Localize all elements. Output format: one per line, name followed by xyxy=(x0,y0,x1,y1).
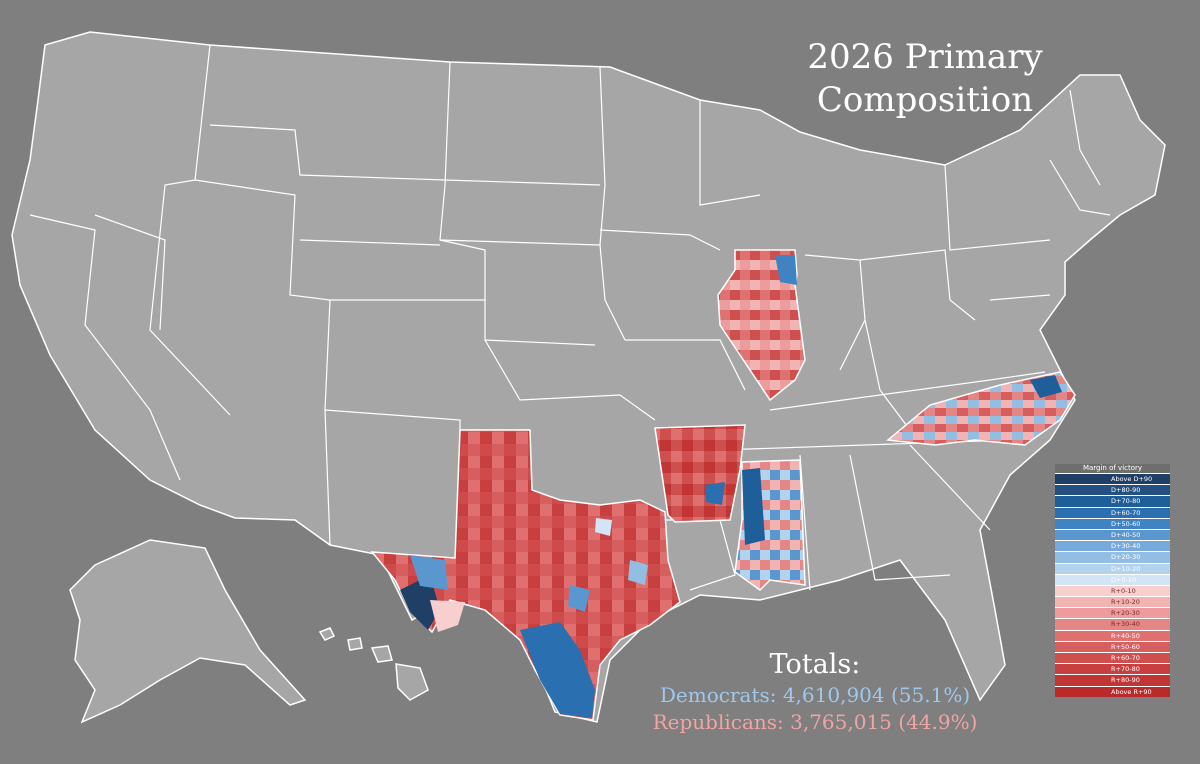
illinois-dem-chicago xyxy=(775,255,797,285)
legend-item-label: Above R+90 xyxy=(1111,687,1152,696)
legend-item: Above D+90 xyxy=(1055,473,1170,485)
legend-title: Margin of victory xyxy=(1055,464,1170,473)
mississippi-dem-delta xyxy=(742,468,765,545)
arkansas-dem-east xyxy=(705,482,725,505)
texas-dem-south xyxy=(520,622,595,718)
legend-item-label: D+0-10 xyxy=(1111,575,1137,584)
legend-item: R+40-50 xyxy=(1055,629,1170,641)
texas-dem-border xyxy=(400,575,440,630)
legend-item: D+50-60 xyxy=(1055,517,1170,529)
legend-item-label: R+80-90 xyxy=(1111,676,1140,685)
legend-item-label: D+70-80 xyxy=(1111,497,1141,506)
illinois-counties xyxy=(717,249,806,402)
legend-item-label: R+70-80 xyxy=(1111,665,1140,674)
legend-item-label: D+10-20 xyxy=(1111,564,1141,573)
north-carolina-counties xyxy=(886,371,1076,446)
totals-panel: Totals: Democrats: 4,610,904 (55.1%) Rep… xyxy=(600,648,1030,736)
legend-item: R+50-60 xyxy=(1055,640,1170,652)
legend-item: D+70-80 xyxy=(1055,495,1170,507)
legend-item-label: D+80-90 xyxy=(1111,486,1141,495)
legend-item: D+40-50 xyxy=(1055,528,1170,541)
legend-item: D+80-90 xyxy=(1055,484,1170,496)
legend-item: R+70-80 xyxy=(1055,663,1170,675)
legend-item-label: D+40-50 xyxy=(1111,530,1141,539)
legend-item-label: R+0-10 xyxy=(1111,586,1136,595)
alaska-shape xyxy=(69,539,307,724)
state-borders xyxy=(29,44,1111,591)
legend-item: R+0-10 xyxy=(1055,584,1170,597)
hawaii-shape xyxy=(318,627,429,701)
texas-dem-austin xyxy=(568,585,590,612)
legend-item-label: D+30-40 xyxy=(1111,542,1141,551)
arkansas-counties xyxy=(654,424,746,523)
democrats-total: Democrats: 4,610,904 (55.1%) xyxy=(659,683,971,707)
legend-item: D+60-70 xyxy=(1055,506,1170,518)
republicans-total: Republicans: 3,765,015 (44.9%) xyxy=(652,710,978,734)
legend-item: R+20-30 xyxy=(1055,607,1170,619)
map-title-line2: Composition xyxy=(816,80,1034,120)
totals-heading: Totals: xyxy=(769,649,861,680)
legend-item-label: R+50-60 xyxy=(1111,642,1140,651)
margin-legend: Margin of victory Above D+90 D+80-90 D+70-… xyxy=(1055,464,1170,697)
legend-item-label: R+40-50 xyxy=(1111,631,1140,640)
texas-dem-dallas xyxy=(595,518,612,536)
texas-dem-houston xyxy=(628,560,648,585)
legend-item: R+60-70 xyxy=(1055,652,1170,664)
north-carolina-dem-northeast xyxy=(1030,375,1062,398)
legend-item-label: D+50-60 xyxy=(1111,519,1141,528)
texas-light-west xyxy=(430,600,465,632)
legend-item-label: D+60-70 xyxy=(1111,508,1141,517)
texas-dem-west xyxy=(410,555,448,590)
legend-item: R+10-20 xyxy=(1055,596,1170,608)
us-landmass xyxy=(11,31,1166,723)
legend-item: D+10-20 xyxy=(1055,562,1170,574)
legend-item-label: D+20-30 xyxy=(1111,553,1141,562)
map-title: 2026 Primary Composition xyxy=(790,36,1060,122)
legend-rows: Above D+90 D+80-90 D+70-80 D+60-70 D+50-60 D+… xyxy=(1055,473,1170,697)
legend-item-label: R+20-30 xyxy=(1111,609,1140,618)
legend-item: D+20-30 xyxy=(1055,551,1170,563)
legend-item: R+80-90 xyxy=(1055,674,1170,686)
legend-item: R+30-40 xyxy=(1055,618,1170,630)
legend-item-label: R+30-40 xyxy=(1111,620,1140,629)
map-title-line1: 2026 Primary xyxy=(807,37,1043,77)
legend-item: D+30-40 xyxy=(1055,540,1170,552)
legend-item-label: Above D+90 xyxy=(1111,475,1153,483)
legend-item: D+0-10 xyxy=(1055,573,1170,585)
legend-item-label: R+10-20 xyxy=(1111,598,1140,607)
legend-item-label: R+60-70 xyxy=(1111,654,1140,662)
legend-item: Above R+90 xyxy=(1055,685,1170,697)
